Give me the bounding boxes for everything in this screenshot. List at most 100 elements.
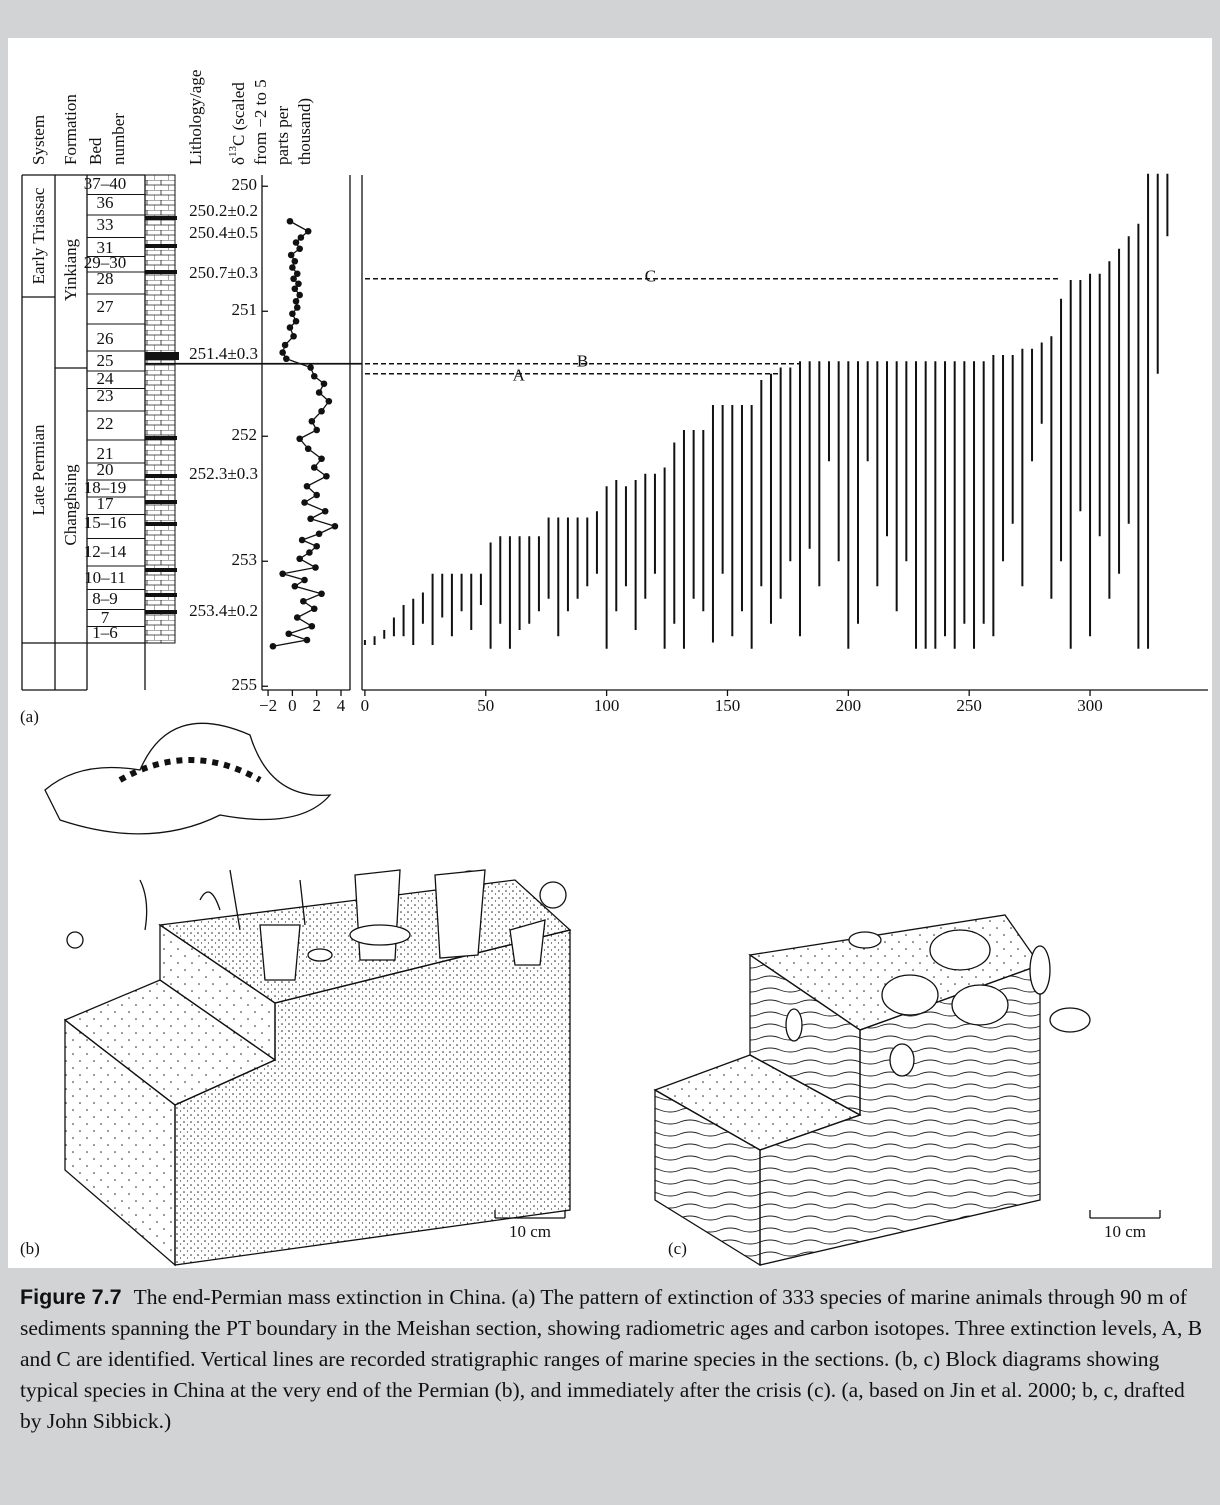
lithology-column xyxy=(144,174,176,644)
bed-number: 10–11 xyxy=(84,568,126,587)
bed-number: 17 xyxy=(97,494,115,513)
block-diagram-b xyxy=(307,948,333,962)
isotope-point xyxy=(315,389,323,396)
y-tick-label: 253 xyxy=(232,550,258,569)
isotope-point xyxy=(290,275,297,283)
block-diagram-c xyxy=(653,914,1161,1267)
isotope-header: C (scaled xyxy=(229,82,248,146)
block-diagram-c xyxy=(889,1043,915,1077)
bed-number: 1–6 xyxy=(92,623,118,642)
isotope-point xyxy=(291,285,299,293)
isotope-point xyxy=(310,372,318,380)
isotope-point xyxy=(306,549,313,556)
isotope-point xyxy=(283,355,290,363)
isotope-point xyxy=(301,499,308,506)
block-diagram-b xyxy=(354,869,401,961)
system-name: Early Triassac xyxy=(29,187,48,284)
radiometric-age: 250.2±0.2 xyxy=(189,201,258,220)
isotope-point xyxy=(293,304,301,311)
column-header: System xyxy=(29,115,48,165)
isotope-point xyxy=(297,234,305,241)
x-tick-label: 50 xyxy=(477,696,494,715)
isotope-point xyxy=(313,542,320,550)
radiometric-age: 250.7±0.3 xyxy=(189,263,258,282)
isotope-header: parts per xyxy=(273,106,292,165)
block-diagram-c xyxy=(929,929,991,971)
block-diagram-b xyxy=(118,757,262,783)
isotope-point xyxy=(318,407,325,415)
isotope-point xyxy=(287,251,295,259)
isotope-point xyxy=(279,349,286,356)
dark-beds xyxy=(145,352,179,360)
block-diagram-b xyxy=(434,869,486,959)
x-tick-label: 0 xyxy=(288,696,297,715)
block-diagram-c xyxy=(881,974,939,1016)
block-diagram-b xyxy=(174,929,571,1266)
isotope-point xyxy=(286,324,294,331)
isotope-point xyxy=(321,507,329,515)
dark-beds xyxy=(145,216,179,614)
dark-beds xyxy=(145,216,177,220)
block-diagram-b xyxy=(44,722,572,1267)
x-tick-label: 2 xyxy=(312,696,321,715)
x-tick-label: 300 xyxy=(1077,696,1103,715)
level-label: C xyxy=(645,267,656,286)
bed-number: 36 xyxy=(97,193,114,212)
caption: Figure 7.7 The end-Permian mass extinctio… xyxy=(20,1282,1205,1437)
bed-number: 21 xyxy=(97,444,114,463)
x-tick-label: 200 xyxy=(836,696,862,715)
isotope-point xyxy=(292,239,300,246)
isotope-point xyxy=(304,227,312,235)
level-label: B xyxy=(577,352,588,371)
formation-name: Yinkiang xyxy=(61,238,80,301)
isotope-point xyxy=(285,630,293,638)
x-tick-label: 4 xyxy=(337,696,346,715)
y-tick-label: 255 xyxy=(232,675,258,694)
x-tick-label: 0 xyxy=(361,696,370,715)
block-diagram-b xyxy=(259,924,301,981)
caption-label: Figure 7.7 xyxy=(20,1285,122,1309)
bed-number: 28 xyxy=(97,269,114,288)
isotope-point xyxy=(323,472,330,480)
isotope-point xyxy=(303,636,311,644)
block-diagram-b xyxy=(139,869,306,931)
bed-number: 25 xyxy=(97,351,114,370)
radiometric-age: 253.4±0.2 xyxy=(189,601,258,620)
isotope-point xyxy=(315,530,323,538)
block-diagram-c xyxy=(951,984,1009,1026)
block-diagram-c xyxy=(1029,945,1051,995)
dark-beds xyxy=(145,500,177,504)
block-diagram-b xyxy=(539,881,567,909)
radiometric-age: 250.4±0.5 xyxy=(189,223,258,242)
x-tick-label: −2 xyxy=(259,696,277,715)
isotope-point xyxy=(301,576,308,584)
isotope-point xyxy=(281,341,289,349)
column-header: Lithology/age xyxy=(186,70,205,165)
isotope-point xyxy=(313,426,320,434)
block-diagram-c xyxy=(785,1008,803,1042)
isotope-point xyxy=(291,257,299,265)
column-header: Formation xyxy=(61,94,80,165)
bed-number: 26 xyxy=(97,329,114,348)
plot-axes xyxy=(261,175,1208,691)
isotope-point xyxy=(318,590,325,598)
bed-number: 12–14 xyxy=(84,542,127,561)
bed-number: 15–16 xyxy=(84,513,127,532)
block-diagram-b xyxy=(509,919,546,966)
block-diagram-b xyxy=(66,931,84,949)
isotope-point xyxy=(308,417,316,425)
isotope-point xyxy=(291,582,299,590)
bed-number: 27 xyxy=(97,297,115,316)
block-diagram-c xyxy=(848,931,882,949)
caption-text: The end-Permian mass extinction in China… xyxy=(20,1285,1203,1433)
isotope-point xyxy=(307,515,314,523)
block-diagram-b xyxy=(44,722,332,835)
isotope-point xyxy=(318,455,325,463)
dark-beds xyxy=(145,568,177,572)
isotope-point xyxy=(304,445,312,453)
dark-beds xyxy=(145,522,177,526)
isotope-point xyxy=(308,622,316,630)
bed-number: 8–9 xyxy=(92,589,118,608)
bed-number: 37–40 xyxy=(84,174,127,193)
isotope-header: thousand) xyxy=(295,98,314,165)
